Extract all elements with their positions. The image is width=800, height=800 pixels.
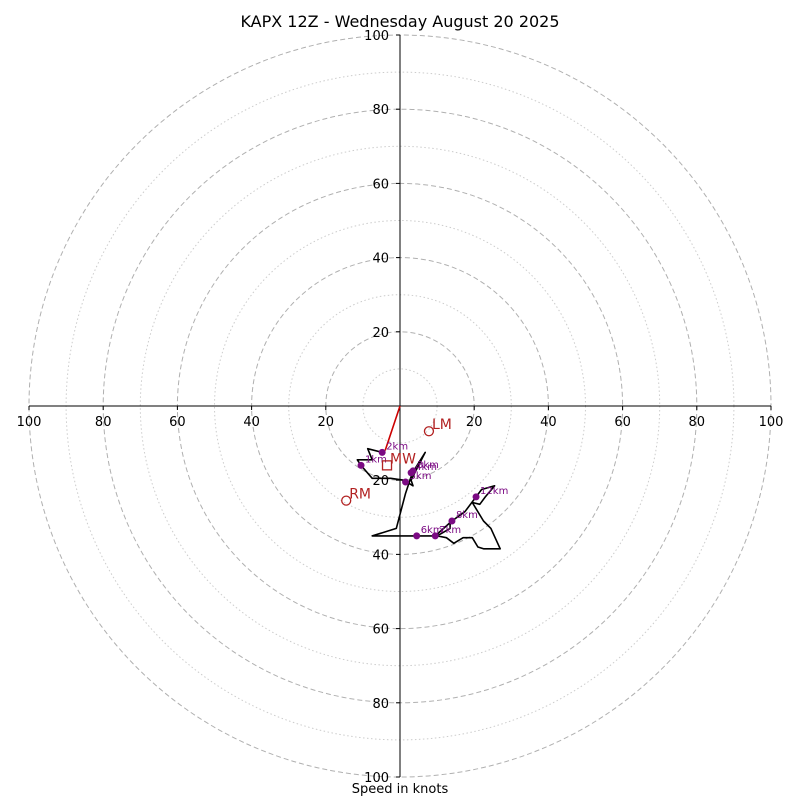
height-marker-1km <box>357 461 365 469</box>
y-tick-label: 20 <box>372 326 389 341</box>
y-tick-label: 80 <box>372 103 389 118</box>
shear-vector <box>384 405 401 451</box>
y-tick-label: 40 <box>372 252 389 267</box>
y-tick-label: 40 <box>372 548 389 563</box>
motion-marker-RM <box>341 495 352 506</box>
height-marker-2km <box>378 448 386 456</box>
motion-marker-LM <box>423 426 435 437</box>
motion-marker-MW <box>381 460 393 471</box>
x-tick-label: 80 <box>95 415 112 430</box>
height-label-7km: 7km <box>439 525 461 536</box>
chart-title: KAPX 12Z - Wednesday August 20 2025 <box>240 12 560 31</box>
height-label-12km: 12km <box>480 486 508 497</box>
x-axis-label: Speed in knots <box>351 782 449 797</box>
height-marker-12km <box>472 493 480 501</box>
x-tick-label: 100 <box>17 415 42 430</box>
height-marker-6km <box>413 532 421 540</box>
height-marker-5km <box>402 478 410 486</box>
wind-profile <box>356 447 502 550</box>
storm-motions: LM RM MW <box>341 417 452 506</box>
y-tick-label: 100 <box>364 29 389 44</box>
x-tick-label: 100 <box>759 415 784 430</box>
motion-label-MW: MW <box>390 451 416 467</box>
height-label-8km: 8km <box>456 510 478 521</box>
tick-labels: 100 80 60 40 20 20 40 60 80 100 100 80 60 40 20 20 40 60 8… <box>17 29 784 786</box>
height-marker-4km <box>407 469 415 477</box>
motion-label-RM: RM <box>349 487 371 503</box>
height-marker-7km <box>431 532 439 540</box>
shear-vector-line <box>384 405 401 451</box>
height-marker-8km <box>448 517 456 525</box>
height-label-6km: 6km <box>421 525 443 536</box>
height-label-2km: 2km <box>386 441 408 452</box>
height-label-3km: 3km <box>417 460 439 471</box>
x-tick-label: 40 <box>243 415 260 430</box>
x-tick-label: 20 <box>318 415 335 430</box>
y-tick-label: 20 <box>372 474 389 489</box>
hodograph-trace <box>356 447 502 550</box>
x-tick-label: 20 <box>466 415 483 430</box>
height-label-5km: 5km <box>410 471 432 482</box>
y-tick-label: 60 <box>372 623 389 638</box>
y-tick-label: 80 <box>372 697 389 712</box>
motion-label-LM: LM <box>432 417 452 433</box>
height-label-4km: 4km <box>415 462 437 473</box>
x-tick-label: 80 <box>689 415 706 430</box>
x-tick-label: 60 <box>169 415 186 430</box>
x-tick-label: 60 <box>614 415 631 430</box>
height-label-1km: 1km <box>365 454 387 465</box>
x-tick-label: 40 <box>540 415 557 430</box>
y-tick-label: 60 <box>372 177 389 192</box>
y-tick-label: 100 <box>364 771 389 786</box>
